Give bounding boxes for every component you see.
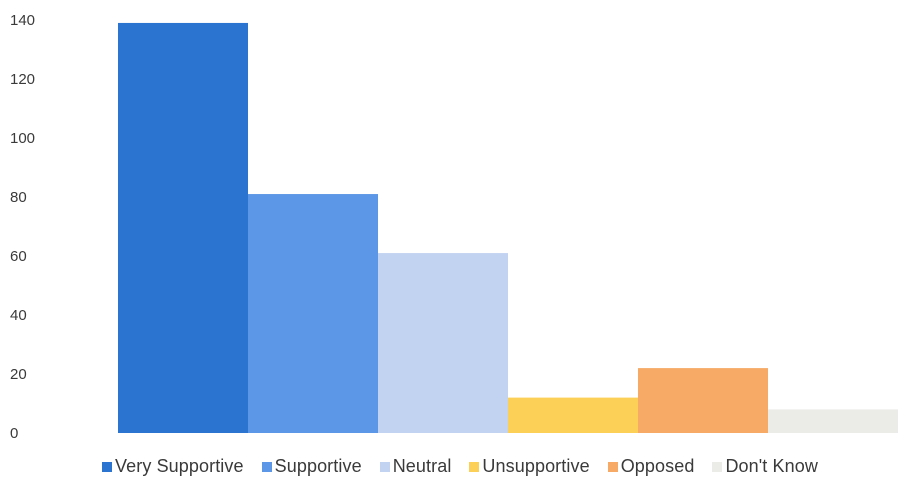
- legend-swatch: [712, 461, 723, 472]
- legend-label: Unsupportive: [482, 456, 590, 476]
- legend-item: Unsupportive: [469, 456, 590, 477]
- bars: [118, 22, 898, 433]
- legend-swatch: [607, 461, 618, 472]
- legend-label: Very Supportive: [115, 456, 244, 476]
- bar: [508, 397, 638, 433]
- y-tick-label: 0: [10, 425, 18, 442]
- y-tick-label: 20: [10, 366, 27, 383]
- chart-plot-area: 0 20 40 60 80 100 120 140: [10, 12, 898, 442]
- legend-swatch: [469, 461, 480, 472]
- legend-swatch: [102, 461, 113, 472]
- legend-label: Opposed: [620, 456, 695, 476]
- legend-label: Neutral: [392, 456, 452, 476]
- legend: Very Supportive Supportive Neutral Unsuppor…: [0, 456, 920, 477]
- y-tick-label: 60: [10, 248, 27, 265]
- y-tick-label: 120: [10, 71, 35, 88]
- bar: [248, 194, 378, 433]
- y-axis: 0 20 40 60 80 100 120 140: [10, 12, 35, 442]
- bar: [378, 253, 508, 433]
- legend-label: Don't Know: [725, 456, 818, 476]
- legend-item: Very Supportive: [102, 456, 244, 477]
- legend-item: Neutral: [379, 456, 452, 477]
- legend-item: Opposed: [607, 456, 695, 477]
- legend-swatch: [261, 461, 272, 472]
- y-tick-label: 140: [10, 12, 35, 29]
- bar: [638, 368, 768, 433]
- y-tick-label: 40: [10, 307, 27, 324]
- legend-item: Supportive: [261, 456, 362, 477]
- bar: [768, 409, 898, 433]
- legend-swatch: [379, 461, 390, 472]
- legend-item: Don't Know: [712, 456, 818, 477]
- bar: [118, 22, 248, 433]
- y-tick-label: 100: [10, 130, 35, 147]
- legend-label: Supportive: [274, 456, 362, 476]
- y-tick-label: 80: [10, 189, 27, 206]
